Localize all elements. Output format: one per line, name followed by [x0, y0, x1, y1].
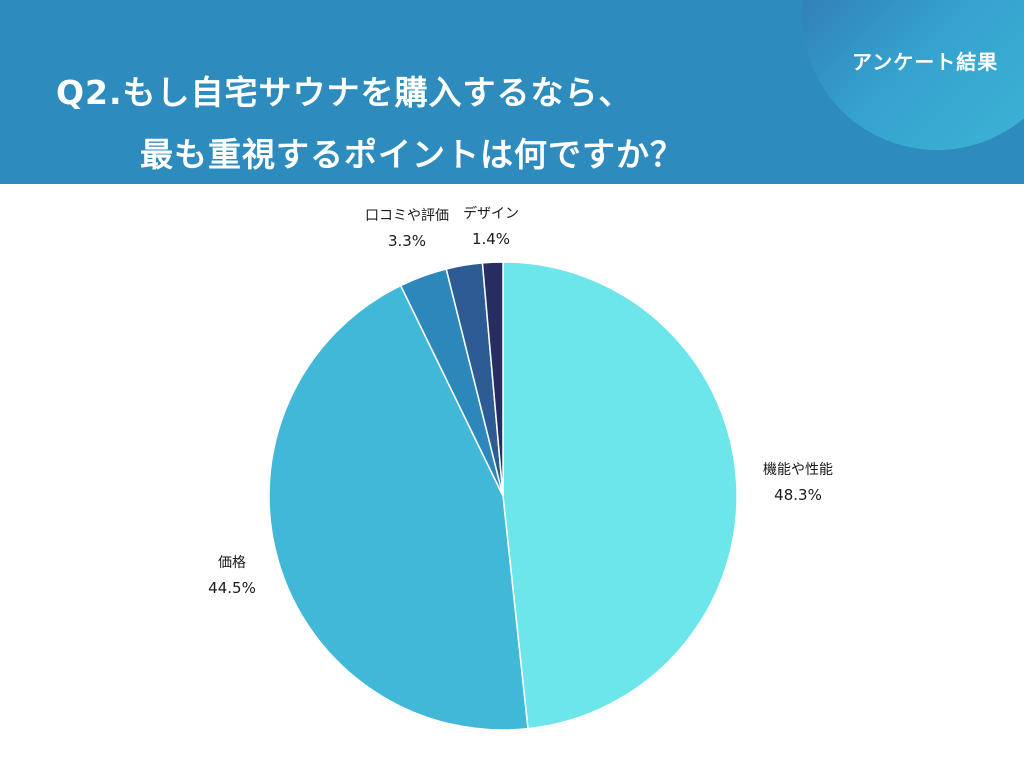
header-banner: アンケート結果 Q2.もし自宅サウナを購入するなら、 最も重視するポイントは何で…	[0, 0, 1024, 184]
slice-label-3: 口コミや評価	[365, 208, 449, 224]
slice-label-1: 機能や性能	[763, 462, 833, 478]
slice-value-2: 44.5%	[208, 579, 256, 597]
slice-value-3: 3.3%	[388, 232, 426, 250]
slice-value-5: 1.4%	[472, 230, 510, 248]
pie-slice-2	[268, 284, 529, 731]
slice-label-5: デザイン	[463, 205, 519, 222]
pie-labels: 機能や性能 48.3% 価格 44.5% 口コミや評価 3.3% デザイン 1.4%	[208, 205, 833, 597]
question-title-line-2: 最も重視するポイントは何ですか？	[140, 135, 684, 174]
slice-label-2: 価格	[218, 555, 246, 571]
pie-slice-1	[502, 261, 738, 730]
pie-slices	[268, 261, 738, 731]
pie-slice-5	[481, 261, 504, 497]
badge-circle	[802, 0, 1024, 150]
question-title-line-1: Q2.もし自宅サウナを購入するなら、	[56, 73, 633, 112]
survey-results-badge: アンケート結果	[852, 50, 999, 74]
slice-value-1: 48.3%	[774, 486, 822, 504]
pie-chart: 機能や性能 48.3% 価格 44.5% 口コミや評価 3.3% デザイン 1.4%	[208, 205, 833, 731]
